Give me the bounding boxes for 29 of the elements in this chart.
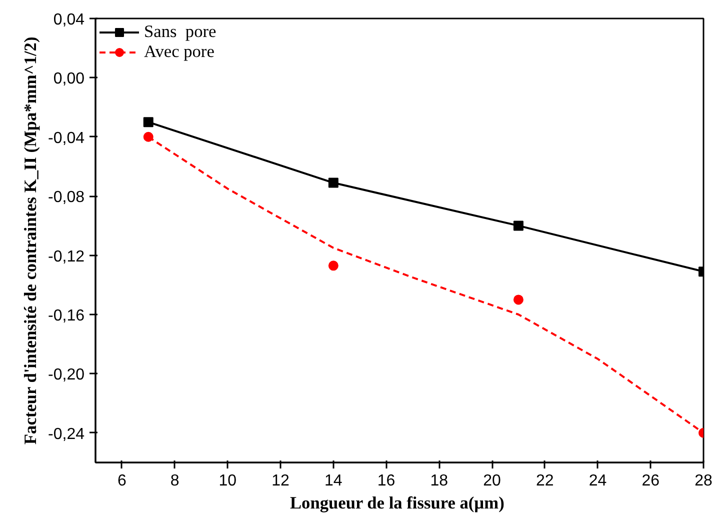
x-tick-label: 14 (324, 472, 342, 490)
x-tick-label: 12 (272, 472, 290, 490)
y-axis-title: Facteur d'intensité de contraintes K_II (Mpa*mm^1/2) (21, 36, 40, 445)
point (328, 260, 338, 271)
point (328, 178, 338, 188)
point (513, 294, 524, 305)
x-tick-label: 16 (377, 472, 396, 490)
y-tick-label: -0,12 (48, 248, 85, 266)
x-tick-label: 8 (170, 472, 180, 490)
x-tick-label: 28 (694, 472, 712, 490)
y-tick-label: -0,04 (48, 130, 85, 147)
legend-label: Avec pore (144, 42, 214, 62)
y-tick-label: -0,24 (48, 426, 85, 443)
x-tick-label: 18 (430, 472, 448, 490)
x-tick-label: 24 (588, 472, 607, 490)
y-tick-label: -0,08 (48, 189, 85, 206)
x-axis-title: Longueur de la fissure a(µm) (290, 494, 505, 512)
x-tick-label: 20 (483, 472, 502, 490)
y-tick-label: -0,20 (48, 366, 85, 384)
point (513, 220, 524, 231)
legend-label: Sans pore (144, 22, 216, 42)
x-tick-label: 6 (117, 472, 126, 490)
y-tick-label: 0,00 (53, 70, 85, 88)
x-tick-label: 22 (536, 472, 554, 490)
y-tick-label: 0,04 (53, 12, 85, 28)
x-tick-label: 26 (642, 472, 660, 490)
x-tick-label: 10 (218, 472, 237, 490)
point (143, 117, 154, 128)
y-tick-label: -0,16 (48, 308, 85, 324)
